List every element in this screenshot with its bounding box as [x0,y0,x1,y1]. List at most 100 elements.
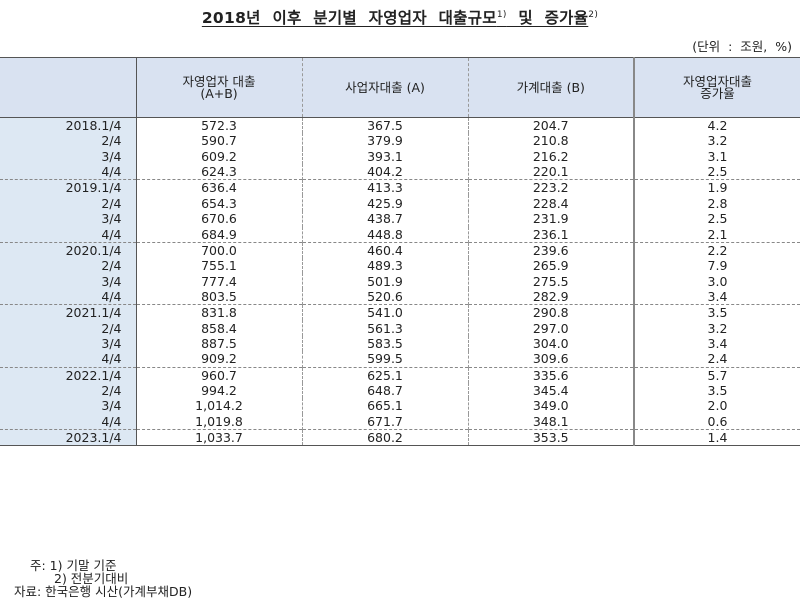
table-row: 4/4 624.3 404.2 220.1 2.5 [0,164,800,180]
cell-period: 2/4 [0,320,137,336]
cell-growth-rate: 2.5 [707,211,728,227]
cell-growth-rate: 2.2 [634,241,800,258]
cell-growth-rate: 1.4 [634,428,800,446]
cell-total-loans: 1,033.7 [136,428,303,446]
cell-business-loans: 561.3 [302,320,469,336]
cell-growth-rate: 3.2 [707,133,728,149]
title-text: 2018년 이후 분기별 자영업자 대출규모1) 및 증가율 [201,9,589,27]
cell-business-loans: 501.9 [302,273,469,290]
table-row: 2/4 994.2 648.7 345.4 3.5 [0,382,800,399]
cell-period: 4/4 [0,226,137,243]
table-row: 2021.1/4 831.8 541.0 290.8 3.5 [0,304,800,321]
cell-period: 2/4 [0,195,137,212]
table-row: 3/4 670.6 438.7 231.9 2.5 [0,211,800,227]
cell-business-loans: 379.9 [302,133,469,149]
cell-household-loans: 304.0 [468,335,635,352]
table-row: 3/4 777.4 501.9 275.5 3.0 [0,273,800,290]
cell-period: 2019.1/4 [0,179,137,196]
cell-total-loans: 684.9 [136,226,303,243]
cell-household-loans: 290.8 [468,304,635,321]
table-row: 2020.1/4 700.0 460.4 239.6 2.2 [0,241,800,258]
cell-period: 2018.1/4 [0,117,137,134]
header-row: 자영업자 대출 (A+B) 사업자대출 (A) 가계대출 (B) 자영업자대출 … [0,57,800,118]
cell-household-loans: 236.1 [468,226,635,243]
cell-household-loans: 216.2 [468,148,635,165]
title-footnote-1: 1) [496,9,507,20]
table-row: 4/4 1,019.8 671.7 348.1 0.6 [0,413,800,430]
cell-business-loans: 665.1 [302,398,469,414]
cell-business-loans: 541.0 [302,304,469,321]
table-row: 3/4 609.2 393.1 216.2 3.1 [0,148,800,165]
title-footnote-2: 2) [588,9,599,20]
cell-period: 4/4 [0,351,137,367]
cell-business-loans: 413.3 [302,179,469,196]
cell-business-loans: 671.7 [302,413,469,430]
cell-total-loans: 831.8 [136,304,303,321]
table-row: 2/4 858.4 561.3 297.0 3.2 [0,320,800,336]
cell-total-loans: 609.2 [136,148,303,165]
cell-total-loans: 572.3 [136,117,303,134]
header-sublabel: (A+B) [200,85,238,101]
cell-total-loans: 960.7 [136,366,303,383]
cell-total-loans: 670.6 [136,211,303,227]
cell-growth-rate: 3.1 [707,148,728,164]
cell-period: 2/4 [0,382,137,399]
cell-business-loans: 438.7 [302,211,469,227]
cell-growth-rate: 1.9 [634,179,800,196]
cell-period: 3/4 [0,273,137,290]
table-row: 2022.1/4 960.7 625.1 335.6 5.7 [0,366,800,383]
header-sublabel: 증가율 [700,85,735,101]
header-label: 가계대출 (B) [516,79,585,95]
cell-period: 2023.1/4 [0,428,137,446]
cell-business-loans: 489.3 [302,257,469,274]
cell-growth-rate: 2.4 [707,351,728,367]
cell-period: 4/4 [0,164,137,180]
cell-household-loans: 353.5 [468,428,635,446]
cell-growth-rate: 3.5 [634,304,800,321]
cell-household-loans: 210.8 [468,133,635,149]
cell-business-loans: 367.5 [302,117,469,134]
cell-business-loans: 599.5 [302,351,469,367]
cell-household-loans: 282.9 [468,289,635,305]
table-row: 4/4 909.2 599.5 309.6 2.4 [0,351,800,367]
table-row: 2/4 755.1 489.3 265.9 7.9 [0,257,800,274]
cell-business-loans: 583.5 [302,335,469,352]
cell-total-loans: 1,019.8 [136,413,303,430]
cell-household-loans: 223.2 [468,179,635,196]
cell-period: 3/4 [0,148,137,165]
cell-growth-rate: 0.6 [707,413,728,429]
cell-total-loans: 994.2 [136,382,303,399]
header-period [0,57,137,118]
cell-period: 4/4 [0,289,137,305]
cell-business-loans: 520.6 [302,289,469,305]
table-row: 2018.1/4 572.3 367.5 204.7 4.2 [0,117,800,134]
cell-period: 2021.1/4 [0,304,137,321]
cell-growth-rate: 5.7 [634,366,800,383]
header-business-loans: 사업자대출 (A) [302,57,469,118]
footnote-2: 2) 전분기대비 [54,571,129,586]
cell-household-loans: 297.0 [468,320,635,336]
cell-growth-rate: 2.1 [707,226,728,242]
cell-business-loans: 448.8 [302,226,469,243]
cell-total-loans: 654.3 [136,195,303,212]
cell-household-loans: 349.0 [468,398,635,414]
header-label: 자영업자 대출 [182,73,256,89]
cell-total-loans: 803.5 [136,289,303,305]
cell-period: 3/4 [0,398,137,414]
header-total-loans: 자영업자 대출 (A+B) [136,57,303,118]
cell-total-loans: 624.3 [136,164,303,180]
table-row: 2/4 654.3 425.9 228.4 2.8 [0,195,800,212]
cell-total-loans: 700.0 [136,241,303,258]
cell-household-loans: 348.1 [468,413,635,430]
cell-household-loans: 265.9 [468,257,635,274]
table-row: 4/4 684.9 448.8 236.1 2.1 [0,226,800,243]
cell-period: 2/4 [0,257,137,274]
table-row: 2023.1/4 1,033.7 680.2 353.5 1.4 [0,428,800,446]
cell-growth-rate: 3.2 [707,320,728,336]
cell-total-loans: 909.2 [136,351,303,367]
cell-household-loans: 239.6 [468,241,635,258]
cell-growth-rate: 2.5 [707,164,728,180]
cell-growth-rate: 2.0 [707,398,728,414]
table-row: 4/4 803.5 520.6 282.9 3.4 [0,289,800,305]
cell-business-loans: 460.4 [302,241,469,258]
